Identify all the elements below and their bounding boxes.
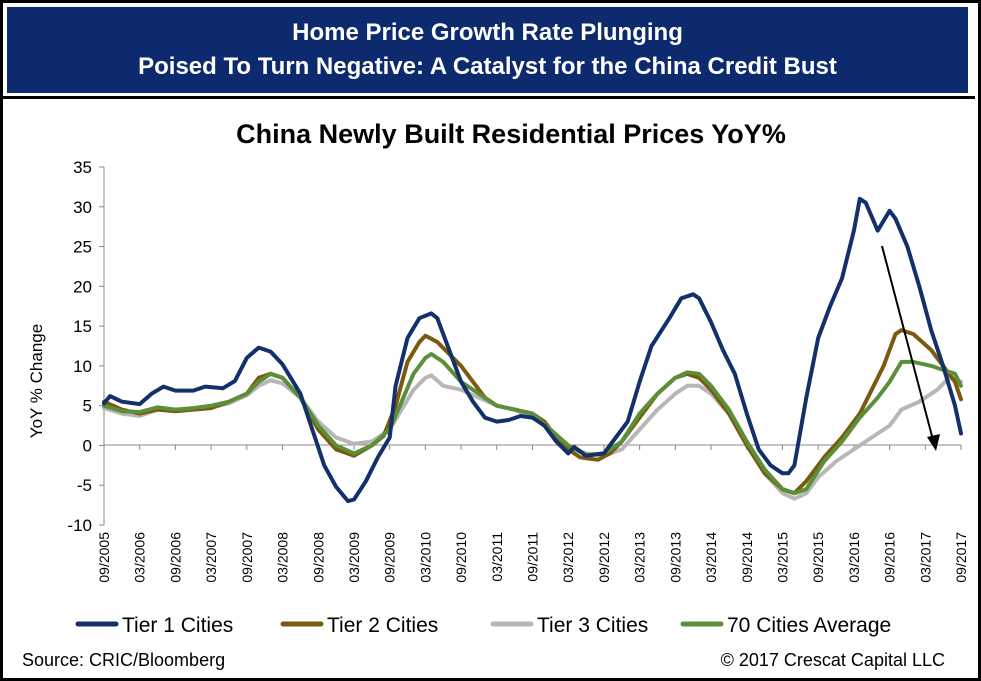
- y-tick-label: -10: [67, 516, 92, 535]
- x-tick-label: 09/2007: [239, 532, 255, 583]
- x-tick-label: 03/2010: [417, 532, 433, 583]
- x-tick-label: 03/2012: [560, 532, 576, 583]
- y-tick-label: 35: [73, 158, 92, 177]
- x-tick-label: 03/2017: [917, 532, 933, 583]
- x-tick-label: 09/2009: [382, 532, 398, 583]
- trend-arrow-head: [927, 434, 940, 451]
- y-tick-label: 5: [83, 397, 92, 416]
- x-tick-label: 03/2008: [275, 532, 291, 583]
- x-tick-label: 03/2016: [846, 532, 862, 583]
- series-line-avg70: [102, 352, 963, 496]
- y-tick-label: 25: [73, 238, 92, 257]
- x-tick-label: 09/2014: [739, 532, 755, 583]
- x-tick-label: 03/2013: [632, 532, 648, 583]
- x-tick-label: 09/2006: [167, 532, 183, 583]
- y-tick-label: -5: [77, 476, 92, 495]
- legend: Tier 1 Cities Tier 2 Cities Tier 3 Cities 7…: [75, 614, 891, 637]
- y-tick-label: 10: [73, 357, 92, 376]
- headline-line-1: Home Price Growth Rate Plunging: [292, 19, 683, 46]
- x-tick-label: 09/2015: [810, 532, 826, 583]
- x-tick-label: 09/2017: [953, 532, 969, 583]
- y-tick-label: 0: [83, 436, 92, 455]
- x-tick-label: 03/2007: [203, 532, 219, 583]
- x-tick-label: 09/2012: [596, 532, 612, 583]
- series-line-tier1: [102, 196, 963, 504]
- legend-label-avg70: 70 Cities Average: [727, 614, 891, 637]
- x-tick-label: 09/2008: [310, 532, 326, 583]
- axes: -10 -5 0 5 10 15 20 25 30 35 09/2005 03/2006 09/2006…: [67, 158, 969, 583]
- x-tick-label: 09/2013: [667, 532, 683, 583]
- source-note: Source: CRIC/Bloomberg: [22, 650, 225, 670]
- x-tick-label: 09/2010: [453, 532, 469, 583]
- y-tick-label: 30: [73, 198, 92, 217]
- x-tick-label: 09/2005: [96, 532, 112, 583]
- trend-arrow: [881, 245, 940, 451]
- x-tick-label: 03/2015: [774, 532, 790, 583]
- copyright-note: © 2017 Crescat Capital LLC: [721, 650, 945, 670]
- legend-label-tier3: Tier 3 Cities: [537, 614, 648, 637]
- series-lines: [102, 196, 963, 504]
- x-tick-label: 09/2016: [882, 532, 898, 583]
- x-tick-label: 03/2014: [703, 532, 719, 583]
- trend-arrow-line: [881, 245, 934, 441]
- y-axis-title: YoY % Change: [27, 324, 46, 438]
- series-line-tier3: [102, 373, 963, 501]
- legend-label-tier2: Tier 2 Cities: [327, 614, 438, 637]
- x-tick-label: 03/2006: [132, 532, 148, 583]
- chart-title: China Newly Built Residential Prices YoY…: [236, 119, 786, 149]
- legend-label-tier1: Tier 1 Cities: [122, 614, 233, 637]
- header-divider: [0, 96, 975, 99]
- x-tick-label: 09/2011: [525, 532, 541, 582]
- header-banner: Home Price Growth Rate Plunging Poised T…: [7, 7, 968, 93]
- x-tick-label: 03/2009: [346, 532, 362, 583]
- headline-line-2: Poised To Turn Negative: A Catalyst for …: [138, 53, 837, 80]
- x-tick-label: 03/2011: [489, 532, 505, 582]
- y-tick-label: 20: [73, 277, 92, 296]
- y-tick-label: 15: [73, 317, 92, 336]
